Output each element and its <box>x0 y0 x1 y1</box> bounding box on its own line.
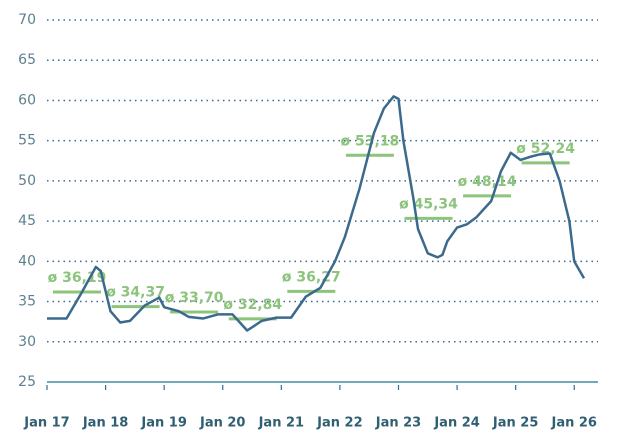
average-label: ø 45,34 <box>399 196 458 212</box>
price-line <box>47 95 586 332</box>
x-tick-label: Jan 20 <box>199 416 245 431</box>
x-tick-label: Jan 18 <box>82 416 128 431</box>
average-label: ø 48,14 <box>458 174 517 190</box>
x-tick-label: Jan 26 <box>550 416 596 431</box>
x-tick-label: Jan 22 <box>316 416 362 431</box>
y-tick-label: 35 <box>18 294 36 310</box>
y-tick-label: 60 <box>18 92 36 108</box>
y-tick-label: 70 <box>18 12 36 28</box>
y-tick-label: 25 <box>18 374 36 390</box>
average-label: ø 33,70 <box>165 290 224 306</box>
y-tick-label: 50 <box>18 173 36 189</box>
y-tick-label: 40 <box>18 253 36 269</box>
y-tick-label: 45 <box>18 213 36 229</box>
y-tick-label: 65 <box>18 52 36 68</box>
average-label: ø 34,37 <box>106 285 165 301</box>
y-tick-label: 55 <box>18 133 36 149</box>
average-label: ø 36,19 <box>48 270 107 286</box>
x-tick-label: Jan 24 <box>433 416 479 431</box>
x-tick-label: Jan 17 <box>23 416 69 431</box>
average-label: ø 36,27 <box>282 269 341 285</box>
x-tick-label: Jan 21 <box>258 416 304 431</box>
x-tick-label: Jan 25 <box>492 416 538 431</box>
y-tick-label: 30 <box>18 334 36 350</box>
x-tick-label: Jan 23 <box>375 416 421 431</box>
average-label: ø 52,24 <box>516 141 575 157</box>
x-tick-label: Jan 19 <box>140 416 186 431</box>
average-label: ø 53,18 <box>341 133 400 149</box>
average-label: ø 32,84 <box>223 297 282 313</box>
